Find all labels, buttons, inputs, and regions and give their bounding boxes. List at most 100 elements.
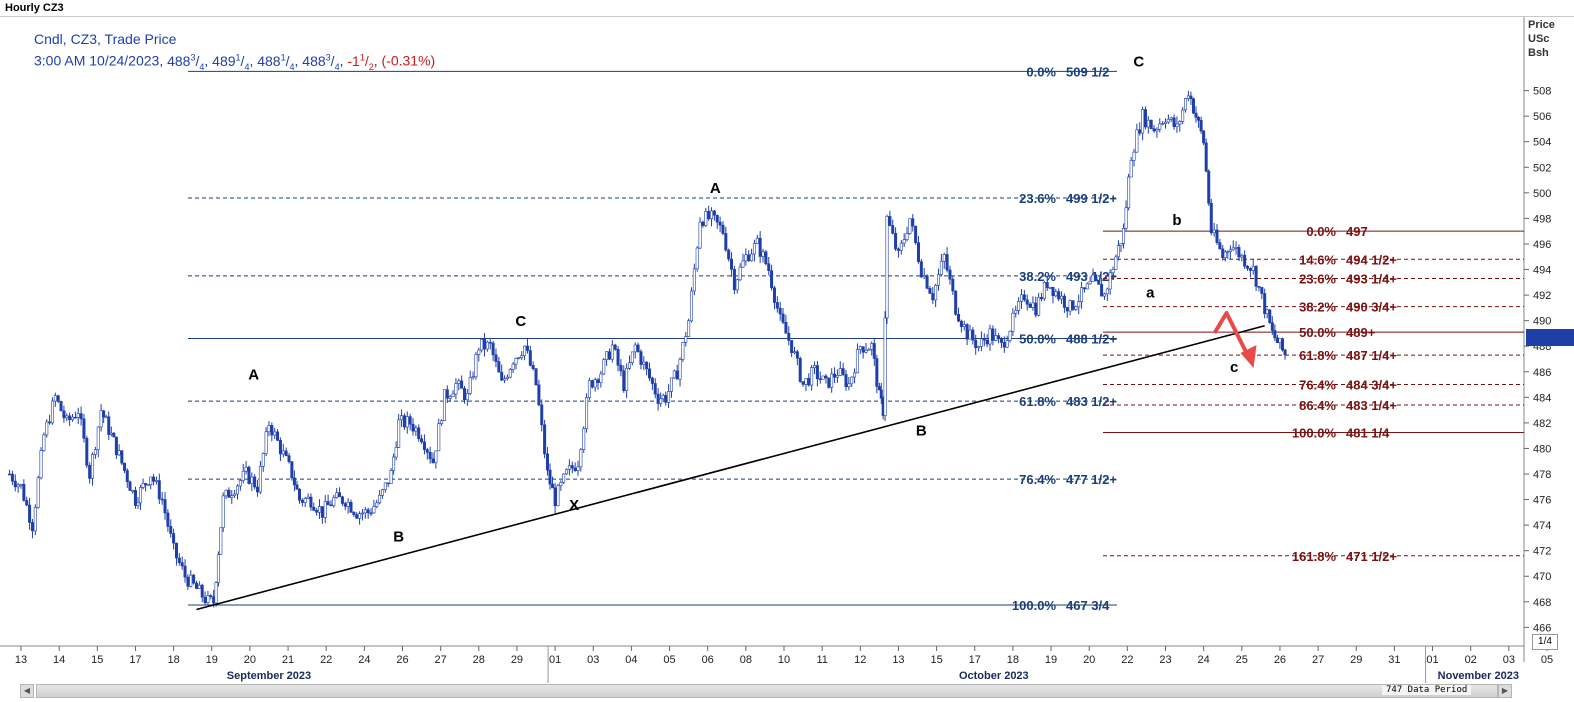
candle-body: [1265, 309, 1269, 315]
candle-body: [630, 351, 634, 363]
candle-body: [1169, 117, 1173, 120]
x-tick-label: 13: [892, 654, 904, 666]
candle-body: [735, 279, 739, 291]
candle-body: [954, 290, 958, 315]
candle-body: [53, 395, 57, 402]
change-percent: (-0.31%): [381, 52, 436, 69]
candle-body: [847, 383, 851, 388]
candle-body: [392, 456, 396, 471]
unit-line: Price: [1528, 19, 1555, 31]
scroll-left-button[interactable]: ◀: [20, 684, 34, 698]
candle-body: [939, 260, 943, 275]
candle-body: [372, 506, 376, 514]
candle-body: [1231, 247, 1235, 251]
candle-body: [107, 416, 111, 435]
candle-body: [570, 465, 574, 469]
candle-body: [166, 512, 170, 527]
candle-body: [540, 404, 544, 426]
candle-body: [653, 383, 657, 395]
price-chart[interactable]: 0.0% 509 1/223.6% 499 1/2+38.2% 493 1/2+50.…: [0, 17, 1574, 701]
candle-body: [937, 274, 941, 286]
candle-body: [1025, 299, 1029, 305]
x-tick-label: 15: [930, 654, 942, 666]
candle-body: [488, 341, 492, 344]
candle-body: [505, 376, 509, 379]
horizontal-scrollbar[interactable]: [36, 684, 1498, 698]
y-tick-label: 506: [1533, 111, 1551, 123]
fib-secondary-ratio-label: 0.0%: [1306, 224, 1336, 239]
candle-body: [948, 269, 952, 280]
x-tick-label: 22: [320, 654, 332, 666]
candle-body: [494, 354, 498, 362]
candle-body: [85, 437, 89, 466]
candle-body: [687, 320, 691, 337]
candle-body: [125, 470, 129, 483]
candle-body: [22, 484, 26, 501]
candle-body: [326, 501, 330, 506]
x-tick-label: 12: [854, 654, 866, 666]
wave-label: C: [1133, 53, 1144, 70]
candle-body: [264, 431, 268, 454]
candle-body: [821, 375, 825, 380]
candle-body: [517, 357, 521, 359]
x-tick-label: 25: [1236, 654, 1248, 666]
candle-body: [1014, 310, 1018, 314]
forecast-arrow-path: [1212, 310, 1251, 358]
candle-body: [599, 373, 603, 383]
x-tick-label: 24: [358, 654, 370, 666]
candle-body: [332, 497, 336, 506]
candle-body: [428, 452, 432, 460]
candle-body: [1068, 300, 1072, 312]
candle-body: [790, 340, 794, 354]
candle-body: [692, 268, 696, 292]
candle-body: [872, 343, 876, 359]
candle-body: [109, 432, 113, 435]
candle-body: [355, 514, 359, 519]
candle-body: [203, 596, 207, 604]
fib-primary-ratio-label: 76.4%: [1019, 472, 1056, 487]
candle-body: [844, 374, 848, 388]
candle-body: [154, 480, 158, 482]
candle-body: [1234, 247, 1238, 249]
candle-body: [1045, 282, 1049, 288]
x-tick-label: 05: [1541, 654, 1553, 666]
candle-body: [474, 354, 478, 378]
candle-body: [186, 576, 190, 587]
candle-body: [1251, 265, 1255, 271]
candle-body: [553, 487, 557, 507]
candle-body: [1149, 119, 1153, 129]
wave-label: A: [710, 180, 721, 197]
fib-secondary-price-label: 494 1/2+: [1346, 252, 1397, 267]
page-indicator[interactable]: 1/4: [1532, 634, 1558, 650]
candle-body: [1240, 254, 1244, 258]
candle-body: [290, 461, 294, 479]
scroll-right-button[interactable]: ▶: [1498, 684, 1512, 698]
x-tick-label: 29: [1350, 654, 1362, 666]
fib-primary-levels: 0.0% 509 1/223.6% 499 1/2+38.2% 493 1/2+50.…: [188, 64, 1117, 613]
candle-body: [531, 365, 535, 369]
candle-body: [896, 248, 900, 251]
candle-body: [241, 470, 245, 481]
candle-body: [1278, 338, 1282, 343]
candle-body: [1135, 129, 1139, 153]
x-tick-label: 20: [244, 654, 256, 666]
candle-body: [465, 393, 469, 401]
candle-body: [214, 582, 218, 604]
candle-body: [1051, 286, 1055, 297]
x-tick-label: 17: [969, 654, 981, 666]
candle-body: [219, 527, 223, 555]
candle-body: [556, 485, 560, 507]
candle-body: [855, 349, 859, 374]
candle-body: [1221, 248, 1225, 258]
x-tick-label: 27: [435, 654, 447, 666]
candle-body: [312, 506, 316, 511]
x-tick-label: 31: [1388, 654, 1400, 666]
x-tick-label: 04: [625, 654, 637, 666]
candle-body: [684, 336, 688, 343]
candle-body: [551, 483, 555, 489]
candle-body: [1080, 287, 1084, 302]
fib-primary-price-label: 509 1/2: [1066, 64, 1109, 79]
candle-body: [417, 427, 421, 440]
candle-body: [1008, 331, 1012, 341]
candle-body: [96, 426, 100, 450]
